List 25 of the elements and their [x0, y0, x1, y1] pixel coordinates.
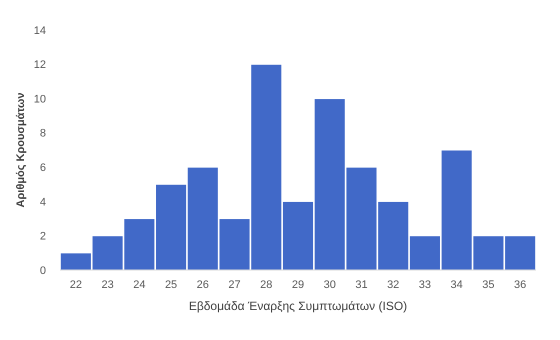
- y-tick-label: 8: [40, 128, 46, 140]
- x-tick-label: 35: [482, 279, 495, 291]
- x-tick-label: 29: [292, 279, 304, 291]
- y-tick-label: 14: [34, 24, 46, 37]
- y-tick-label: 6: [40, 162, 46, 174]
- x-axis-title: Εβδομάδα Έναρξης Συμπτωμάτων (ISO): [188, 299, 408, 313]
- x-tick-label: 24: [133, 279, 146, 291]
- y-tick-label: 12: [34, 59, 46, 72]
- y-tick-label: 4: [40, 196, 46, 208]
- y-tick-label: 0: [40, 264, 46, 277]
- x-tick-label: 25: [164, 279, 178, 291]
- x-tick-label: 31: [355, 279, 368, 291]
- x-tick-label: 27: [228, 279, 241, 291]
- y-axis-title: Αριθμός Κρουσμάτων: [15, 92, 27, 208]
- x-tick-label: 23: [101, 279, 114, 291]
- y-tick-label: 10: [34, 93, 46, 106]
- x-tick-label: 30: [324, 279, 336, 291]
- x-tick-label: 26: [196, 279, 209, 291]
- x-tick-label: 34: [450, 279, 463, 291]
- x-tick-label: 33: [418, 279, 432, 291]
- x-tick-label: 36: [514, 279, 526, 291]
- x-tick-label: 32: [387, 279, 400, 291]
- x-tick-label: 28: [260, 279, 272, 291]
- y-tick-label: 2: [40, 230, 46, 243]
- x-tick-label: 22: [70, 279, 82, 291]
